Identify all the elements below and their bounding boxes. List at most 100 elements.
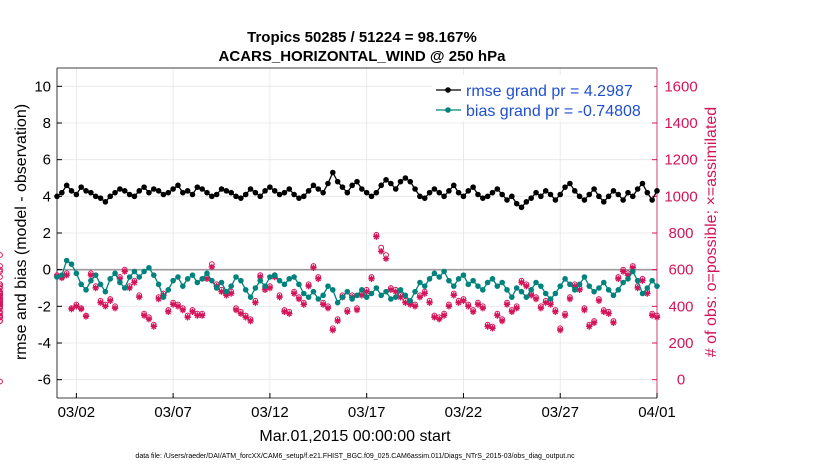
obs-possible-point: [276, 292, 283, 299]
obs-possible-point: [0, 252, 3, 258]
rmse-point: [634, 186, 641, 192]
obs-possible-point: [383, 252, 389, 258]
bias-point: [528, 287, 534, 293]
obs-assimilated-point: [290, 290, 298, 297]
obs-assimilated-point: [203, 275, 211, 283]
obs-assimilated-point: [140, 312, 148, 319]
obs-assimilated-point: [111, 304, 119, 312]
bias-point: [325, 283, 331, 289]
bias-point: [480, 287, 486, 293]
rmse-point: [368, 193, 375, 200]
rmse-point: [538, 193, 544, 200]
bias-point: [586, 283, 593, 289]
rmse-point: [252, 189, 259, 196]
bias-point: [238, 277, 244, 284]
obs-possible-point: [184, 312, 191, 319]
bias-point: [417, 279, 423, 286]
rmse-point: [441, 193, 447, 200]
obs-assimilated-point: [581, 306, 588, 314]
rmse-point: [257, 193, 264, 200]
rmse-point: [112, 189, 118, 196]
obs-assimilated-point: [527, 292, 535, 299]
obs-assimilated-point: [605, 310, 612, 317]
obs-assimilated-series: [54, 233, 661, 334]
bias-point: [426, 276, 433, 282]
y-tick-label: -6: [38, 372, 51, 389]
rmse-point: [421, 195, 428, 201]
obs-possible-point: [0, 314, 3, 321]
obs-possible-point: [257, 272, 264, 279]
y2-axis-label: # of obs: o=possible; ×=assimilated: [703, 107, 720, 357]
bias-point: [160, 294, 167, 300]
obs-possible-point: [479, 303, 486, 310]
obs-possible-point: [0, 288, 3, 295]
obs-possible-point: [504, 299, 510, 306]
obs-assimilated-point: [619, 268, 627, 275]
rmse-point: [59, 189, 65, 196]
obs-assimilated-point: [484, 323, 491, 330]
bias-point: [600, 279, 607, 286]
bias-point: [107, 276, 114, 282]
bias-point: [649, 277, 655, 284]
obs-possible-point: [0, 268, 3, 275]
obs-assimilated-point: [407, 301, 414, 308]
bias-point: [209, 277, 215, 284]
bias-point: [78, 281, 84, 288]
obs-possible-point: [0, 294, 3, 301]
bias-point: [484, 279, 491, 286]
bias-point: [150, 272, 157, 278]
bias-point: [112, 270, 118, 277]
bias-point: [310, 288, 317, 295]
obs-assimilated-point: [489, 325, 496, 332]
bias-point: [276, 277, 283, 284]
bias-point: [499, 279, 505, 286]
rmse-point: [480, 195, 486, 201]
bias-point: [533, 279, 539, 286]
obs-assimilated-point: [450, 292, 457, 299]
rmse-point: [533, 189, 539, 196]
obs-assimilated-point: [648, 312, 656, 319]
bias-point: [170, 277, 176, 284]
rmse-point: [78, 184, 84, 190]
obs-possible-point: [513, 303, 520, 310]
rmse-point: [160, 191, 167, 198]
rmse-point: [373, 189, 380, 196]
rmse-point: [102, 199, 109, 205]
obs-possible-point: [460, 296, 467, 302]
obs-possible-point: [107, 296, 114, 302]
rmse-point: [117, 186, 123, 192]
obs-possible-point: [387, 285, 394, 291]
obs-assimilated-point: [518, 279, 525, 286]
rmse-point: [223, 188, 230, 194]
rmse-point: [305, 188, 312, 194]
bias-point: [596, 285, 602, 291]
obs-possible-point: [470, 307, 477, 313]
bias-point: [267, 274, 273, 280]
bias-point: [194, 279, 201, 286]
obs-possible-point: [0, 378, 3, 385]
obs-assimilated-point: [319, 301, 327, 308]
obs-possible-point: [0, 290, 3, 297]
obs-possible-point: [121, 266, 128, 273]
bias-point: [155, 281, 162, 288]
obs-assimilated-point: [266, 284, 274, 292]
bias-point: [136, 274, 143, 280]
bias-point: [271, 272, 278, 278]
obs-assimilated-point: [426, 299, 433, 306]
y2-tick-label: 200: [668, 335, 693, 352]
bias-point: [639, 290, 646, 297]
bias-point: [373, 285, 380, 291]
bias-point: [562, 276, 568, 282]
obs-assimilated-point: [286, 310, 293, 317]
bias-point: [204, 270, 210, 277]
obs-assimilated-point: [358, 292, 366, 299]
obs-possible-point: [426, 297, 433, 304]
obs-possible-point: [131, 277, 138, 284]
obs-possible-point: [170, 299, 177, 306]
rmse-point: [542, 188, 549, 194]
rmse-point: [475, 191, 481, 198]
obs-possible-point: [0, 297, 3, 304]
obs-possible-point: [0, 266, 3, 273]
y2-tick-label: 800: [668, 225, 693, 242]
obs-possible-point: [354, 305, 360, 312]
